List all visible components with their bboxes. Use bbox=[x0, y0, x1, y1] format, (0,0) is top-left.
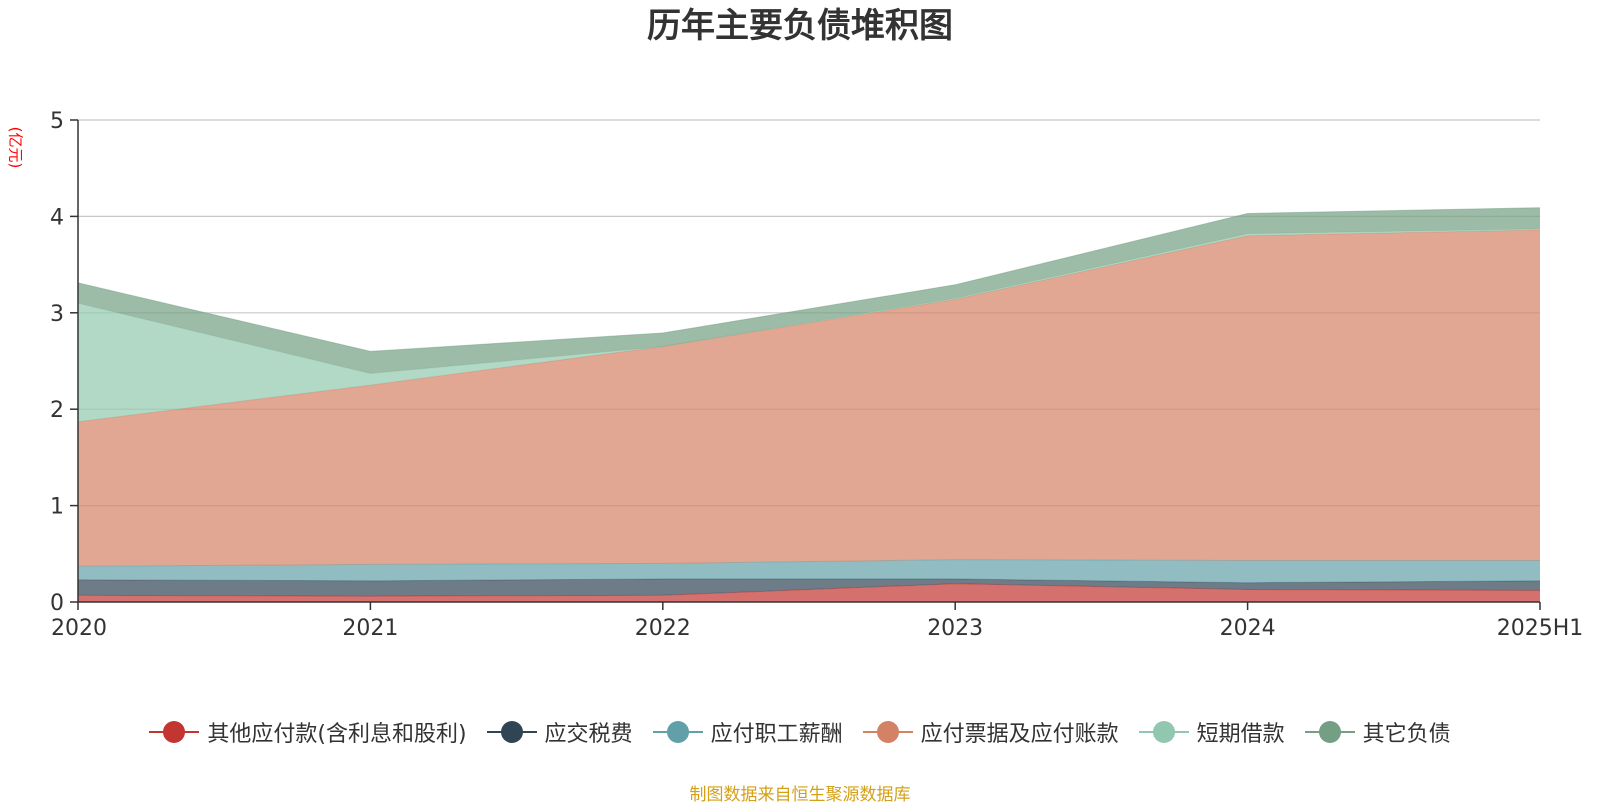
y-tick-label: 3 bbox=[50, 302, 64, 327]
legend-label: 其他应付款(含利息和股利) bbox=[207, 722, 467, 747]
legend-item-3[interactable]: 应付票据及应付账款 bbox=[862, 716, 1119, 748]
legend-label: 应交税费 bbox=[544, 722, 633, 747]
legend-label: 其它负债 bbox=[1362, 722, 1451, 747]
chart-legend: 其他应付款(含利息和股利) 应交税费 应付职工薪酬 应付票据及应付账款 短期借款 其它负债 bbox=[0, 716, 1600, 748]
legend-label: 应付职工薪酬 bbox=[710, 722, 843, 747]
legend-item-4[interactable]: 短期借款 bbox=[1138, 716, 1285, 748]
legend-item-1[interactable]: 应交税费 bbox=[486, 716, 633, 748]
y-tick-label: 4 bbox=[50, 205, 64, 230]
x-tick-label: 2022 bbox=[635, 616, 691, 641]
data-source-note: 制图数据来自恒生聚源数据库 bbox=[689, 785, 911, 805]
legend-label: 短期借款 bbox=[1196, 722, 1285, 747]
area-series-1 bbox=[78, 578, 1540, 597]
y-tick-label: 2 bbox=[50, 398, 64, 423]
legend-marker-icon bbox=[652, 719, 703, 745]
area-series-edge-5 bbox=[77, 207, 1541, 352]
legend-item-2[interactable]: 应付职工薪酬 bbox=[652, 716, 843, 748]
x-tick-label: 2024 bbox=[1220, 616, 1276, 641]
legend-marker-icon bbox=[486, 719, 537, 745]
legend-marker-icon bbox=[149, 719, 200, 745]
x-tick-label: 2020 bbox=[51, 616, 107, 641]
legend-item-0[interactable]: 其他应付款(含利息和股利) bbox=[149, 716, 467, 748]
legend-label: 应付票据及应付账款 bbox=[920, 722, 1119, 747]
x-tick-label: 2021 bbox=[342, 616, 398, 641]
stacked-area-chart: 0 1 2 3 4 5 2020 2021 2022 2023 2024 2025H1 bbox=[50, 109, 1584, 641]
y-tick-label: 1 bbox=[50, 495, 64, 520]
area-series-3 bbox=[78, 229, 1540, 567]
area-series-5 bbox=[78, 207, 1540, 374]
y-tick-label: 0 bbox=[50, 591, 64, 616]
area-series-2 bbox=[78, 559, 1540, 583]
x-tick-label: 2023 bbox=[927, 616, 983, 641]
legend-marker-icon bbox=[1138, 719, 1189, 745]
legend-item-5[interactable]: 其它负债 bbox=[1304, 716, 1451, 748]
area-series-4 bbox=[78, 228, 1540, 422]
chart-title: 历年主要负债堆积图 bbox=[647, 6, 953, 46]
legend-marker-icon bbox=[1304, 719, 1355, 745]
y-tick-label: 5 bbox=[50, 109, 64, 134]
legend-marker-icon bbox=[862, 719, 913, 745]
x-tick-label: 2025H1 bbox=[1497, 616, 1584, 641]
